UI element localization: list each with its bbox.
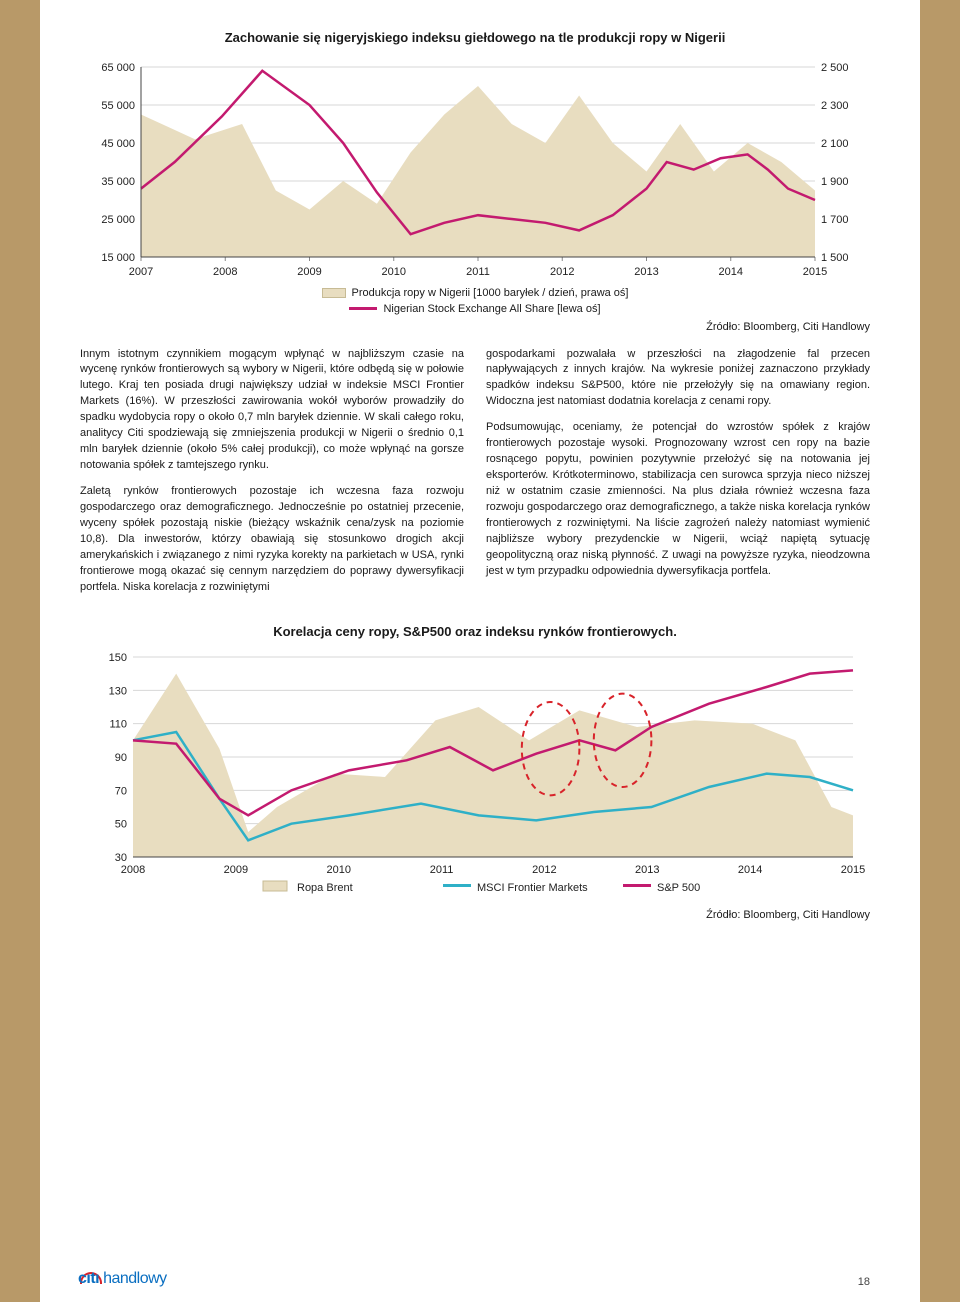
legend-label: Produkcja ropy w Nigerii [1000 baryłek /… — [352, 287, 629, 299]
svg-text:MSCI Frontier Markets: MSCI Frontier Markets — [477, 882, 588, 894]
legend-line-icon — [349, 307, 377, 310]
body-paragraph: Zaletą rynków frontierowych pozostaje ic… — [80, 484, 464, 596]
svg-text:2011: 2011 — [466, 266, 490, 278]
logo: cıtı handlowy — [80, 1270, 167, 1288]
chart2-title: Korelacja ceny ropy, S&P500 oraz indeksu… — [80, 624, 870, 639]
legend-item: Nigerian Stock Exchange All Share [lewa … — [349, 303, 600, 315]
svg-text:1 900: 1 900 — [821, 176, 849, 188]
chart1-legend: Produkcja ropy w Nigerii [1000 baryłek /… — [80, 287, 870, 315]
svg-text:Ropa Brent: Ropa Brent — [297, 882, 353, 894]
svg-text:2 500: 2 500 — [821, 62, 849, 74]
svg-text:15 000: 15 000 — [101, 252, 135, 264]
svg-text:2012: 2012 — [550, 266, 574, 278]
svg-text:2009: 2009 — [297, 266, 321, 278]
left-column: Innym istotnym czynnikiem mogącym wpłyną… — [80, 347, 464, 606]
body-paragraph: Innym istotnym czynnikiem mogącym wpłyną… — [80, 347, 464, 475]
body-columns: Innym istotnym czynnikiem mogącym wpłyną… — [80, 347, 870, 606]
svg-text:2009: 2009 — [224, 864, 248, 876]
svg-text:2010: 2010 — [382, 266, 406, 278]
svg-text:45 000: 45 000 — [101, 138, 135, 150]
svg-text:150: 150 — [109, 652, 127, 664]
svg-text:2012: 2012 — [532, 864, 556, 876]
svg-text:2008: 2008 — [121, 864, 145, 876]
svg-text:2013: 2013 — [634, 266, 658, 278]
svg-text:2010: 2010 — [326, 864, 350, 876]
page-number: 18 — [858, 1276, 870, 1288]
svg-text:1 500: 1 500 — [821, 252, 849, 264]
svg-text:2 300: 2 300 — [821, 100, 849, 112]
svg-text:2014: 2014 — [719, 266, 743, 278]
svg-text:2015: 2015 — [803, 266, 827, 278]
chart1-title: Zachowanie się nigeryjskiego indeksu gie… — [80, 30, 870, 45]
legend-item: Produkcja ropy w Nigerii [1000 baryłek /… — [322, 287, 629, 299]
svg-text:2011: 2011 — [430, 864, 454, 876]
right-column: gospodarkami pozwalała w przeszłości na … — [486, 347, 870, 606]
svg-text:2 100: 2 100 — [821, 138, 849, 150]
svg-text:130: 130 — [109, 685, 127, 697]
svg-text:2007: 2007 — [129, 266, 153, 278]
body-paragraph: Podsumowując, oceniamy, że potencjał do … — [486, 420, 870, 579]
svg-text:25 000: 25 000 — [101, 214, 135, 226]
legend-label: Nigerian Stock Exchange All Share [lewa … — [383, 303, 600, 315]
svg-text:S&P 500: S&P 500 — [657, 882, 700, 894]
chart1: 15 000 25 000 35 000 45 000 55 000 65 000 1 50… — [80, 59, 870, 279]
svg-text:30: 30 — [115, 852, 127, 864]
svg-text:1 700: 1 700 — [821, 214, 849, 226]
svg-text:35 000: 35 000 — [101, 176, 135, 188]
chart1-source: Źródło: Bloomberg, Citi Handlowy — [80, 321, 870, 333]
legend-swatch-icon — [322, 288, 346, 298]
chart2-source: Źródło: Bloomberg, Citi Handlowy — [80, 909, 870, 921]
svg-text:2014: 2014 — [738, 864, 762, 876]
svg-text:50: 50 — [115, 818, 127, 830]
svg-text:70: 70 — [115, 785, 127, 797]
svg-text:90: 90 — [115, 752, 127, 764]
svg-text:65 000: 65 000 — [101, 62, 135, 74]
page-footer: cıtı handlowy 18 — [80, 1270, 870, 1288]
svg-text:55 000: 55 000 — [101, 100, 135, 112]
body-paragraph: gospodarkami pozwalała w przeszłości na … — [486, 347, 870, 411]
chart2: 30 50 70 90 110 130 150 2008 2009 2010 2011 2012 201… — [80, 649, 870, 899]
svg-text:2015: 2015 — [841, 864, 865, 876]
svg-text:2013: 2013 — [635, 864, 659, 876]
svg-text:2008: 2008 — [213, 266, 237, 278]
svg-text:110: 110 — [109, 718, 127, 730]
